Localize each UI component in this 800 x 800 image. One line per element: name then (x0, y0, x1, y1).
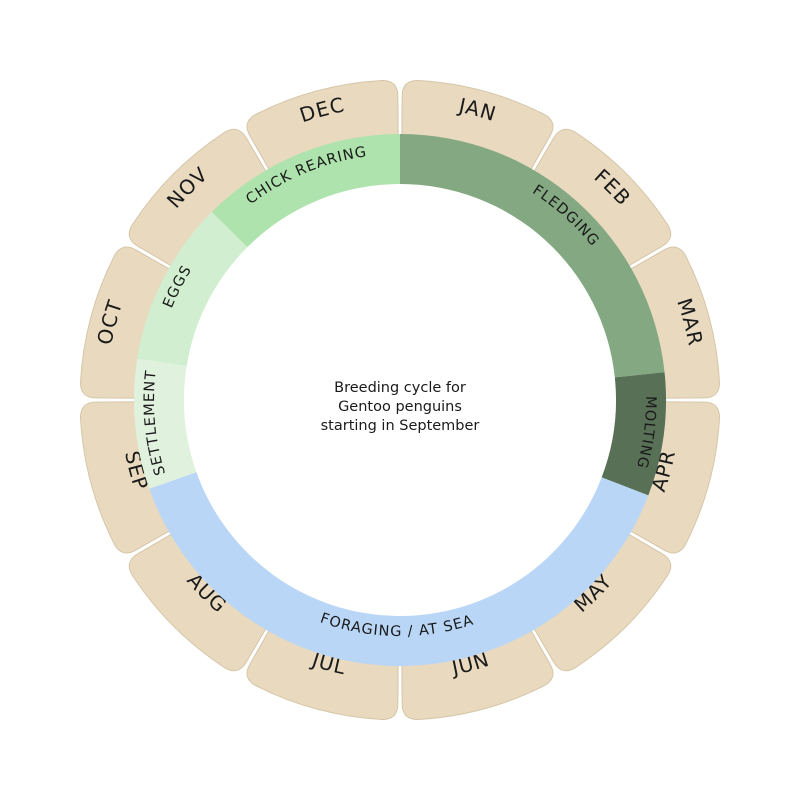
caption-line-3: starting in September (321, 418, 480, 434)
month-tile-oct: OCT (80, 246, 179, 399)
month-tile-sep: SEP (80, 401, 179, 554)
phase-foraging: FORAGING / AT SEA (149, 472, 649, 666)
phase-settlement: SETTLEMENT (134, 358, 197, 489)
phase-chick-rearing: CHICK REARING (211, 134, 400, 248)
phase-arc-settlement (134, 358, 197, 489)
month-tile-feb: FEB (528, 128, 672, 272)
phase-molting: MOLTING (601, 372, 667, 496)
phase-arc-fledging (400, 134, 665, 378)
center-caption: Breeding cycle for Gentoo penguins start… (321, 380, 480, 434)
phase-arc-eggs (137, 211, 248, 367)
phase-arc-foraging (149, 472, 649, 666)
caption-line-1: Breeding cycle for (334, 380, 466, 396)
caption-line-2: Gentoo penguins (338, 399, 462, 415)
phase-arc-molting (601, 372, 667, 496)
phase-arc-chick-rearing (211, 134, 400, 248)
month-tile-dec: DEC (246, 80, 399, 179)
